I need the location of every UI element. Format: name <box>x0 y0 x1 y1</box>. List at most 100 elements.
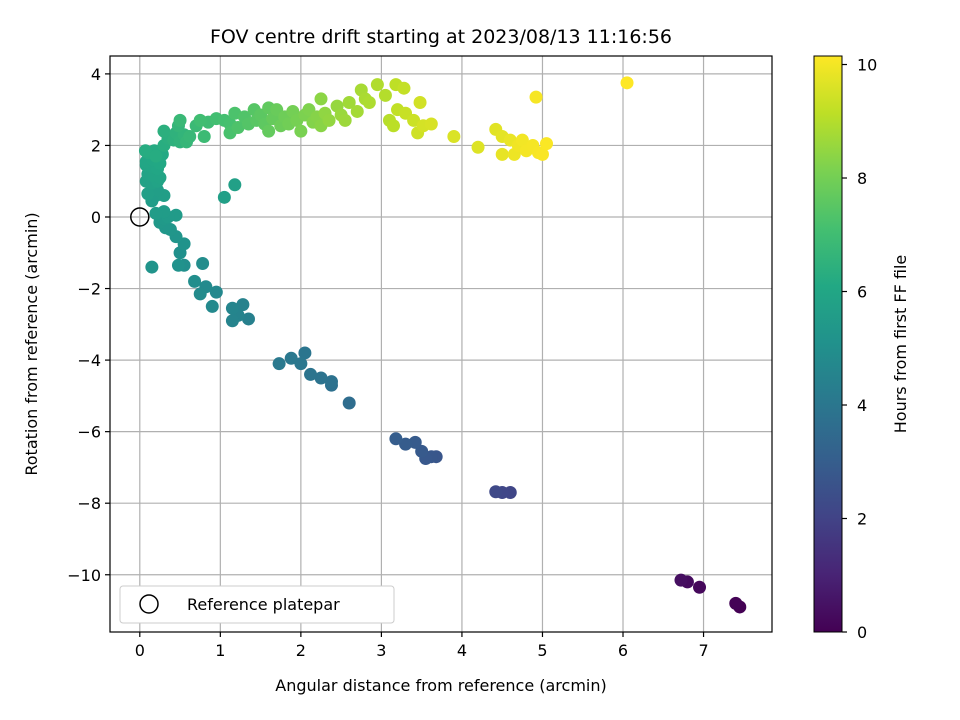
data-point <box>338 113 352 127</box>
y-tick-label: −8 <box>77 494 101 513</box>
colorbar-gradient <box>813 55 843 633</box>
data-point <box>145 260 159 274</box>
data-point <box>157 124 171 138</box>
data-point <box>362 96 376 110</box>
data-point <box>236 298 250 312</box>
data-point <box>350 104 364 118</box>
data-point <box>674 573 688 587</box>
data-point <box>294 357 308 371</box>
reference-platepar-marker <box>130 207 150 227</box>
x-tick-label: 4 <box>457 641 467 660</box>
data-point <box>447 129 461 143</box>
colorbar-tick-label: 6 <box>857 283 867 302</box>
data-point <box>272 357 286 371</box>
data-point <box>378 88 392 102</box>
data-point <box>693 580 707 594</box>
legend-marker-icon <box>139 594 159 614</box>
data-point <box>242 312 256 326</box>
y-tick-label: −6 <box>77 423 101 442</box>
data-point <box>322 113 336 127</box>
colorbar-ticks: 0 2 4 6 8 10 <box>842 56 877 642</box>
data-point <box>197 129 211 143</box>
data-point <box>262 124 276 138</box>
x-tick-label: 7 <box>698 641 708 660</box>
chart-title: FOV centre drift starting at 2023/08/13 … <box>210 26 672 48</box>
plot-frame <box>109 55 773 633</box>
colorbar-label: Hours from first FF file <box>891 255 910 434</box>
y-tick-label: −2 <box>77 280 101 299</box>
data-point <box>196 257 210 271</box>
data-point <box>149 149 163 163</box>
data-point <box>407 113 421 127</box>
data-point <box>141 187 155 201</box>
data-point <box>342 396 356 410</box>
data-point <box>515 133 529 147</box>
axis-ticks: 0 1 2 3 4 5 6 7 4 2 0 −2 −4 −6 −8 −10 <box>67 65 708 660</box>
colorbar: 0 2 4 6 8 10 Hours from first FF file <box>813 55 910 642</box>
data-point <box>231 121 245 135</box>
data-point <box>540 137 554 151</box>
data-point <box>729 596 743 610</box>
data-point <box>399 437 413 451</box>
data-point <box>386 119 400 133</box>
legend-box <box>119 585 395 624</box>
data-point <box>298 346 312 360</box>
data-point <box>217 190 231 204</box>
x-tick-label: 0 <box>135 641 145 660</box>
y-tick-label: −10 <box>67 566 101 585</box>
y-axis-label: Rotation from reference (arcmin) <box>22 212 41 475</box>
data-point <box>408 435 422 449</box>
legend-label: Reference platepar <box>187 595 340 614</box>
data-point <box>284 351 298 365</box>
x-tick-label: 5 <box>537 641 547 660</box>
grid-lines <box>110 56 772 632</box>
data-point <box>171 258 185 272</box>
x-axis-label: Angular distance from reference (arcmin) <box>275 676 606 695</box>
y-tick-label: 2 <box>91 136 101 155</box>
data-point <box>424 117 438 131</box>
y-tick-label: 0 <box>91 208 101 227</box>
data-point <box>415 444 429 458</box>
data-point <box>342 96 356 110</box>
colorbar-tick-label: 4 <box>857 396 867 415</box>
data-point <box>138 144 152 158</box>
colorbar-tick-label: 2 <box>857 510 867 529</box>
legend: Reference platepar <box>119 585 395 624</box>
y-tick-label: 4 <box>91 65 101 84</box>
data-point <box>225 301 239 315</box>
data-point <box>389 432 403 446</box>
data-point <box>183 129 197 143</box>
x-tick-label: 6 <box>618 641 628 660</box>
data-point <box>620 76 634 90</box>
data-point <box>304 367 318 381</box>
x-tick-label: 1 <box>215 641 225 660</box>
data-point <box>188 274 202 288</box>
data-point <box>193 113 207 127</box>
data-point <box>471 140 485 154</box>
data-point <box>529 90 543 104</box>
colorbar-tick-label: 0 <box>857 623 867 642</box>
data-point <box>225 314 239 328</box>
colorbar-tick-label: 8 <box>857 169 867 188</box>
x-tick-label: 2 <box>296 641 306 660</box>
data-point <box>209 285 223 299</box>
data-point <box>228 178 242 192</box>
data-point <box>370 78 384 92</box>
data-point <box>535 147 549 161</box>
data-point <box>495 147 509 161</box>
data-point <box>314 371 328 385</box>
data-point <box>413 96 427 110</box>
colorbar-tick-label: 10 <box>857 56 877 75</box>
data-point <box>294 124 308 138</box>
data-point <box>149 206 163 220</box>
data-point <box>489 485 503 499</box>
data-point <box>205 299 219 313</box>
data-point <box>397 81 411 95</box>
x-tick-label: 3 <box>376 641 386 660</box>
data-point <box>173 113 187 127</box>
data-point <box>324 375 338 389</box>
data-points <box>138 76 747 614</box>
y-tick-label: −4 <box>77 351 101 370</box>
data-point <box>314 92 328 106</box>
